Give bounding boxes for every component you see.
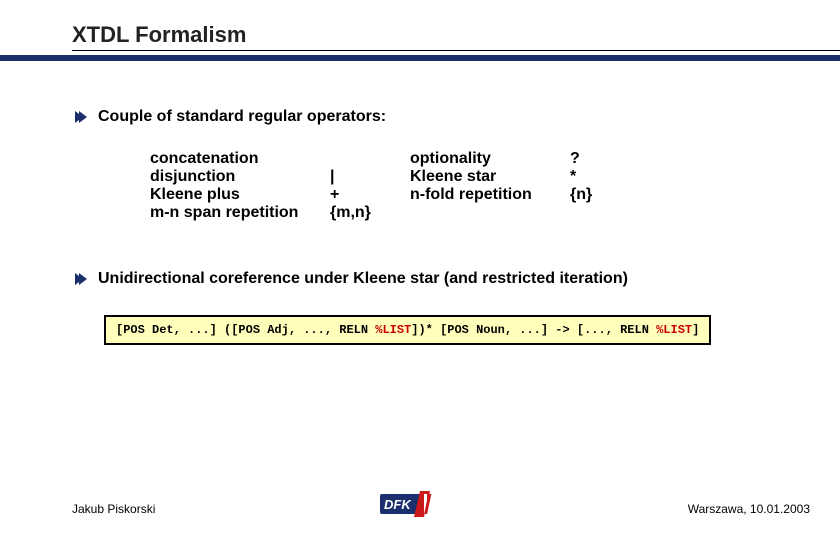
table-row: concatenation optionality ?	[150, 150, 610, 168]
slide: XTDL Formalism Couple of standard regula…	[0, 0, 840, 540]
code-kw: %LIST	[375, 323, 411, 337]
table-row: Kleene plus + n-fold repetition {n}	[150, 186, 610, 204]
op-symbol	[570, 204, 610, 222]
table-row: disjunction | Kleene star *	[150, 168, 610, 186]
slide-title: XTDL Formalism	[72, 22, 246, 48]
op-name: disjunction	[150, 168, 330, 186]
op-name: Kleene plus	[150, 186, 330, 204]
title-rule-thick	[0, 55, 840, 61]
op-name	[410, 204, 570, 222]
op-symbol: ?	[570, 150, 610, 168]
op-symbol: *	[570, 168, 610, 186]
op-name: n-fold repetition	[410, 186, 570, 204]
footer-author: Jakub Piskorski	[72, 502, 155, 516]
op-name: Kleene star	[410, 168, 570, 186]
arrow-icon	[72, 108, 90, 126]
dfki-logo-icon: DFK	[380, 491, 440, 522]
op-symbol: |	[330, 168, 410, 186]
footer-date: Warszawa, 10.01.2003	[688, 502, 810, 516]
svg-text:DFK: DFK	[384, 497, 412, 512]
op-name: concatenation	[150, 150, 330, 168]
code-seg: ])* [POS Noun, ...] -> [..., RELN	[411, 323, 656, 337]
table-row: m-n span repetition {m,n}	[150, 204, 610, 222]
op-name: m-n span repetition	[150, 204, 330, 222]
op-symbol	[330, 150, 410, 168]
operators-table: concatenation optionality ? disjunction …	[150, 150, 610, 222]
code-kw: %LIST	[656, 323, 692, 337]
code-seg: [POS Det, ...] ([POS Adj, ..., RELN	[116, 323, 375, 337]
op-symbol: {n}	[570, 186, 610, 204]
code-seg: ]	[692, 323, 699, 337]
bullet-text-1: Unidirectional coreference under Kleene …	[98, 270, 628, 288]
op-symbol: +	[330, 186, 410, 204]
bullet-text-0: Couple of standard regular operators:	[98, 108, 386, 126]
title-rule-thin	[72, 50, 840, 51]
arrow-icon	[72, 270, 90, 288]
bullet-row-0: Couple of standard regular operators:	[72, 108, 386, 126]
op-name: optionality	[410, 150, 570, 168]
code-box: [POS Det, ...] ([POS Adj, ..., RELN %LIS…	[104, 315, 711, 345]
op-symbol: {m,n}	[330, 204, 410, 222]
bullet-row-1: Unidirectional coreference under Kleene …	[72, 270, 628, 288]
